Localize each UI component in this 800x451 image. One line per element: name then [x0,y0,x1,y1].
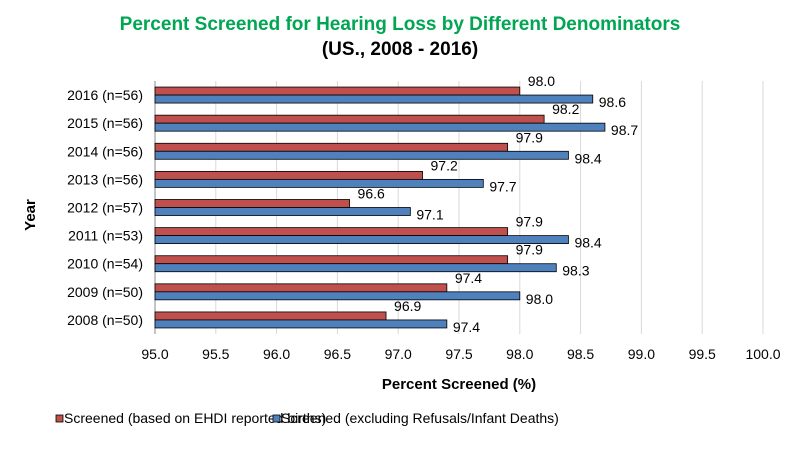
bar-excluding [154,207,411,216]
bar-ehdi [154,170,423,180]
data-label: 98.2 [552,101,579,117]
data-label: 98.4 [574,235,601,251]
x-tick-label: 97.0 [385,346,412,362]
bar-excluding [154,150,569,160]
bar-excluding [154,263,557,273]
data-label: 97.9 [516,214,543,230]
chart-title: Percent Screened for Hearing Loss by Dif… [120,14,681,35]
data-label: 97.1 [416,207,443,223]
bar-ehdi [154,283,448,293]
data-label: 97.4 [453,319,480,335]
y-tick-label: 2009 (n=50) [67,284,143,300]
y-tick-label: 2013 (n=56) [67,171,143,187]
bar-ehdi [154,199,350,208]
legend-label-excluding: Screened (excluding Refusals/Infant Deat… [281,410,559,426]
data-label: 96.9 [394,298,421,314]
bar-excluding [154,291,521,301]
legend-swatch-ehdi [55,414,64,423]
x-tick-label: 100.0 [745,346,780,362]
y-tick-label: 2014 (n=56) [67,143,143,159]
y-tick-label: 2010 (n=54) [67,256,143,272]
x-tick-label: 95.0 [141,346,168,362]
x-tick-label: 99.0 [628,346,655,362]
data-label: 98.6 [599,94,626,110]
data-label: 97.9 [516,129,543,145]
legend: Screened (based on EHDI reported births)… [55,410,559,426]
bar-ehdi [154,114,545,124]
data-label: 98.4 [574,150,601,166]
bar-excluding [154,178,484,188]
bar-ehdi [154,311,387,321]
x-tick-label: 98.5 [567,346,594,362]
bar-ehdi [154,255,509,265]
bar-excluding [154,94,594,104]
data-label: 97.4 [455,270,482,286]
x-tick-label: 99.5 [689,346,716,362]
data-label: 97.2 [431,157,458,173]
data-label: 98.3 [562,263,589,279]
x-axis-label: Percent Screened (%) [382,376,536,393]
data-label: 96.6 [358,186,385,202]
x-tick-label: 95.5 [202,346,229,362]
chart-subtitle: (US., 2008 - 2016) [322,39,478,60]
bar-excluding [154,235,569,245]
x-tick-label: 96.0 [263,346,290,362]
y-tick-label: 2016 (n=56) [67,87,143,103]
y-axis-label: Year [22,199,39,231]
y-tick-label: 2012 (n=57) [67,200,143,216]
y-tick-label: 2011 (n=53) [68,228,143,244]
bar-ehdi [154,86,521,96]
y-tick-label: 2015 (n=56) [67,115,143,131]
x-tick-label: 98.0 [506,346,533,362]
y-tick-label: 2008 (n=50) [67,312,143,328]
legend-label-ehdi: Screened (based on EHDI reported births) [64,410,326,426]
bar-excluding [154,122,606,132]
x-tick-label: 97.5 [445,346,472,362]
data-label: 97.9 [516,242,543,258]
bar-ehdi [154,142,509,152]
x-tick-label: 96.5 [324,346,351,362]
data-label: 98.0 [526,291,553,307]
data-label: 98.7 [611,122,638,138]
bar-ehdi [154,227,509,237]
data-label: 98.0 [528,73,555,89]
bar-excluding [154,319,448,329]
legend-swatch-excluding [272,414,281,423]
data-label: 97.7 [489,178,516,194]
